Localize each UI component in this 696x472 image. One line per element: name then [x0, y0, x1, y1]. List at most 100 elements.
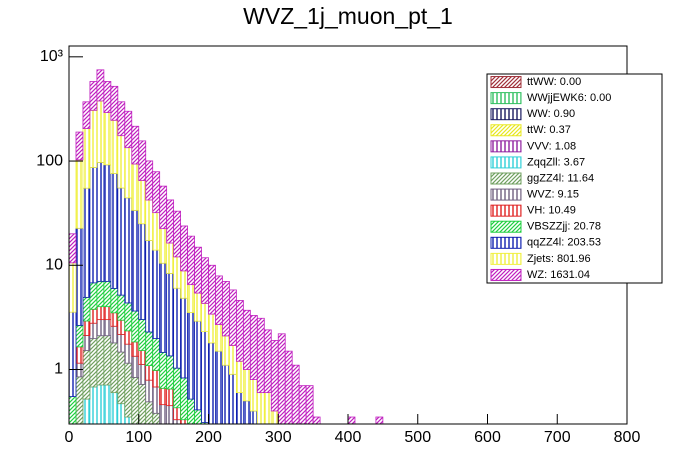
bar-segment [166, 405, 175, 425]
bar-segment [117, 135, 126, 189]
bar-segment [75, 227, 84, 326]
bar-segment [110, 392, 119, 425]
bar-segment [89, 282, 98, 310]
bar-segment [103, 335, 112, 386]
legend-swatch [490, 156, 522, 169]
bar-segment [194, 292, 202, 322]
bar-segment [152, 171, 161, 214]
legend-swatch [490, 268, 522, 281]
bar-segment [138, 350, 147, 365]
legend-label: VVV: 1.08 [527, 140, 576, 152]
bar-segment [103, 164, 112, 282]
bar-segment [229, 289, 237, 346]
bar-segment [96, 319, 105, 337]
bar-segment [180, 377, 188, 421]
legend-swatch [490, 92, 522, 105]
bar-segment [173, 419, 181, 425]
legend-label: qqZZ4l: 203.53 [527, 237, 601, 249]
legend-label: WVZ: 9.15 [527, 188, 579, 200]
bar-segment [103, 280, 112, 308]
bar-segment [68, 311, 77, 397]
bar-segment [194, 320, 202, 411]
bar-segment [242, 309, 251, 370]
bar-segment [110, 312, 119, 327]
bar-segment [117, 319, 126, 335]
bar-segment [131, 163, 140, 211]
bar-segment [124, 330, 133, 345]
bar-segment [222, 335, 230, 366]
bar-segment [124, 362, 133, 418]
bar-segment [117, 101, 126, 137]
legend-swatch [490, 76, 522, 89]
x-tick-label: 700 [544, 429, 571, 446]
legend-label: ggZZ4l: 11.64 [527, 172, 594, 184]
bar-segment [124, 302, 133, 332]
legend-label: WWjjEWK6: 0.00 [527, 92, 611, 104]
bar-segment [152, 212, 161, 251]
bar-segment [110, 342, 119, 394]
bar-segment [96, 335, 105, 386]
bar-segment [263, 329, 272, 394]
bar-segment [124, 110, 133, 149]
bar-segment [242, 369, 251, 402]
legend-label: Zjets: 801.96 [527, 253, 591, 265]
bar-segment [145, 240, 154, 333]
legend-label: WW: 0.90 [527, 108, 575, 120]
bar-segment [256, 392, 265, 425]
bar-segment [249, 410, 258, 425]
bar-segment [82, 335, 91, 351]
bar-segment [298, 385, 307, 425]
bar-segment [194, 409, 202, 425]
bar-segment [152, 386, 161, 414]
bar-segment [173, 256, 181, 289]
legend-swatch [490, 108, 522, 121]
bar-segment [208, 342, 216, 425]
bar-segment [187, 235, 195, 286]
y-tick-label: 1 [54, 361, 63, 378]
bar-segment [249, 315, 258, 381]
bar-segment [229, 345, 237, 375]
bar-segment [166, 273, 175, 357]
bar-segment [159, 228, 168, 264]
bar-segment [263, 392, 272, 425]
bar-segment [159, 351, 168, 389]
bar-segment [138, 180, 147, 225]
x-tick-label: 600 [474, 429, 501, 446]
bar-segment [96, 306, 105, 321]
bar-segment [82, 296, 91, 322]
bar-segment [138, 140, 147, 181]
bar-segment [222, 364, 230, 425]
bar-segment [242, 400, 251, 425]
bar-segment [103, 319, 112, 337]
bar-segment [152, 370, 161, 388]
bar-segment [82, 320, 91, 336]
bar-segment [103, 306, 112, 321]
bar-segment [159, 387, 168, 406]
bar-segment [89, 109, 98, 168]
bar-segment [270, 340, 279, 412]
chart-title: WVZ_1j_muon_pt_1 [243, 3, 453, 29]
bar-segment [201, 331, 209, 423]
bar-segment [138, 319, 147, 351]
bar-segment [256, 317, 265, 394]
x-tick-label: 0 [65, 429, 74, 446]
bar-segment [312, 416, 321, 425]
x-tick-label: 300 [265, 429, 292, 446]
bar-segment [249, 379, 258, 412]
legend-label: ttW: 0.37 [527, 124, 571, 136]
bar-segment [89, 167, 98, 284]
bar-segment [222, 281, 230, 337]
bar-segment [117, 334, 126, 353]
bar-segment [166, 199, 175, 244]
legend-label: WZ: 1631.04 [527, 269, 590, 281]
bar-segment [375, 416, 384, 425]
x-tick-label: 200 [195, 429, 222, 446]
bar-segment [291, 364, 300, 425]
bar-segment [173, 367, 181, 409]
bar-segment [68, 262, 77, 313]
bar-segment [110, 173, 119, 289]
bar-segment [110, 119, 119, 174]
bar-segment [110, 287, 119, 314]
bar-segment [75, 131, 84, 161]
